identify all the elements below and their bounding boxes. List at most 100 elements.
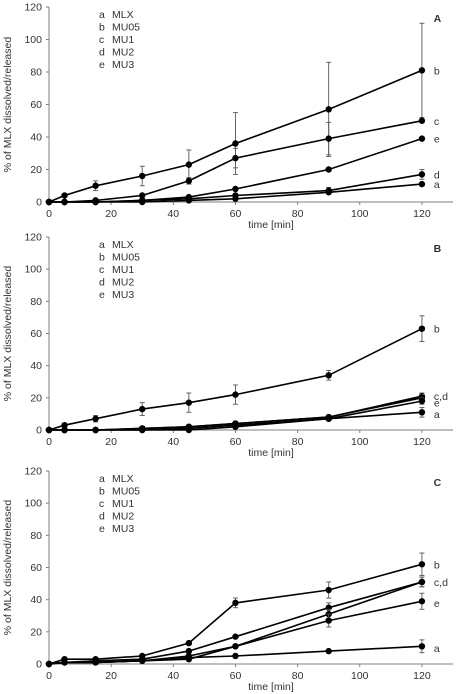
- y-tick-label: 80: [30, 530, 42, 542]
- series-end-label: b: [434, 65, 440, 77]
- data-point: [92, 198, 99, 206]
- data-point: [61, 426, 68, 434]
- data-point: [232, 195, 239, 202]
- data-point: [325, 617, 332, 624]
- legend-entry: MU2: [112, 277, 134, 289]
- data-point: [232, 599, 239, 607]
- panel-label: A: [434, 13, 442, 25]
- data-point: [45, 426, 53, 434]
- series-end-label: e: [434, 134, 440, 146]
- x-tick-label: 0: [46, 436, 52, 448]
- legend-entry: MLX: [112, 473, 134, 485]
- legend-letter: b: [99, 22, 105, 34]
- y-tick-label: 0: [36, 659, 42, 671]
- series-line: [48, 327, 423, 431]
- data-point: [139, 192, 146, 199]
- data-point: [45, 198, 53, 206]
- series-end-label: c,d: [434, 577, 448, 589]
- legend-entry: MU2: [112, 511, 134, 523]
- legend-entry: MLX: [112, 239, 134, 251]
- legend-entry: MU05: [112, 252, 140, 264]
- series-a: [45, 180, 426, 206]
- legend-letter: c: [99, 34, 104, 46]
- data-point: [418, 409, 426, 416]
- data-point: [232, 185, 239, 193]
- y-tick-label: 0: [36, 197, 42, 209]
- legend-entry: MU1: [112, 498, 134, 510]
- x-tick-label: 0: [46, 670, 52, 682]
- data-point: [418, 117, 426, 124]
- data-point: [418, 171, 426, 178]
- y-tick-label: 80: [30, 67, 42, 79]
- series-end-label: e: [434, 598, 440, 610]
- series-end-label: e: [434, 398, 440, 410]
- series-end-label: a: [434, 643, 440, 655]
- series-end-label: c,d: [434, 391, 448, 403]
- panel-label: C: [434, 477, 442, 489]
- y-tick-label: 40: [30, 360, 42, 372]
- data-point: [45, 660, 53, 668]
- legend-letter: e: [99, 289, 105, 301]
- y-tick-label: 100: [24, 264, 42, 276]
- series-b: [45, 552, 426, 668]
- data-point: [325, 166, 332, 173]
- data-point: [185, 647, 193, 655]
- data-point: [232, 154, 239, 162]
- legend-entry: MU05: [112, 22, 140, 34]
- series-line: [48, 581, 423, 665]
- data-point: [139, 657, 146, 664]
- data-point: [185, 426, 193, 434]
- legend-letter: d: [99, 511, 105, 523]
- y-tick-label: 120: [24, 466, 42, 478]
- data-point: [232, 633, 239, 640]
- y-tick-label: 60: [30, 328, 42, 340]
- legend-entry: MU2: [112, 47, 134, 59]
- data-point: [418, 598, 426, 605]
- x-tick-label: 80: [292, 208, 304, 220]
- data-point: [418, 578, 426, 586]
- legend-letter: a: [99, 473, 105, 485]
- data-point: [61, 198, 68, 206]
- data-point: [418, 180, 426, 188]
- legend-letter: a: [99, 9, 105, 21]
- y-tick-label: 120: [24, 232, 42, 244]
- data-point: [61, 421, 68, 429]
- x-tick-label: 120: [413, 670, 431, 682]
- data-point: [325, 586, 332, 594]
- data-point: [418, 67, 426, 74]
- panel-label: B: [434, 243, 442, 255]
- x-tick-label: 20: [105, 670, 117, 682]
- x-tick-label: 0: [46, 208, 52, 220]
- data-point: [232, 140, 239, 147]
- y-tick-label: 60: [30, 562, 42, 574]
- data-point: [185, 399, 193, 406]
- series-line: [49, 411, 422, 431]
- legend-entry: MU3: [112, 523, 134, 535]
- y-tick-label: 80: [30, 296, 42, 308]
- chart-panel-B: 0 20 40 60 80 100 120 0 20 40 60 80 100 120 time [min]…: [2, 232, 453, 459]
- data-point: [232, 652, 239, 660]
- x-tick-label: 40: [167, 670, 179, 682]
- x-axis-label: time [min]: [248, 681, 294, 693]
- data-point: [92, 182, 99, 189]
- chart-panel-A: 0 20 40 60 80 100 120 0 20 40 60 80 100 120 time [min]…: [2, 2, 453, 231]
- x-tick-label: 100: [351, 208, 369, 220]
- x-tick-label: 100: [351, 436, 369, 448]
- y-axis-label: % of MLX dissolved/released: [2, 37, 14, 173]
- data-point: [185, 177, 193, 185]
- data-point: [61, 192, 68, 199]
- y-tick-label: 100: [24, 34, 42, 46]
- y-tick-label: 60: [30, 99, 42, 111]
- data-point: [185, 197, 193, 204]
- series-line: [48, 581, 423, 665]
- data-point: [325, 415, 332, 422]
- y-axis-label: % of MLX dissolved/released: [2, 266, 14, 402]
- x-tick-label: 60: [230, 436, 242, 448]
- series-line: [48, 69, 423, 203]
- legend-entry: MU1: [112, 34, 134, 46]
- series-line: [48, 645, 422, 665]
- legend-letter: a: [99, 239, 105, 251]
- y-axis-label: % of MLX dissolved/released: [2, 500, 14, 636]
- series-end-label: c: [434, 116, 439, 128]
